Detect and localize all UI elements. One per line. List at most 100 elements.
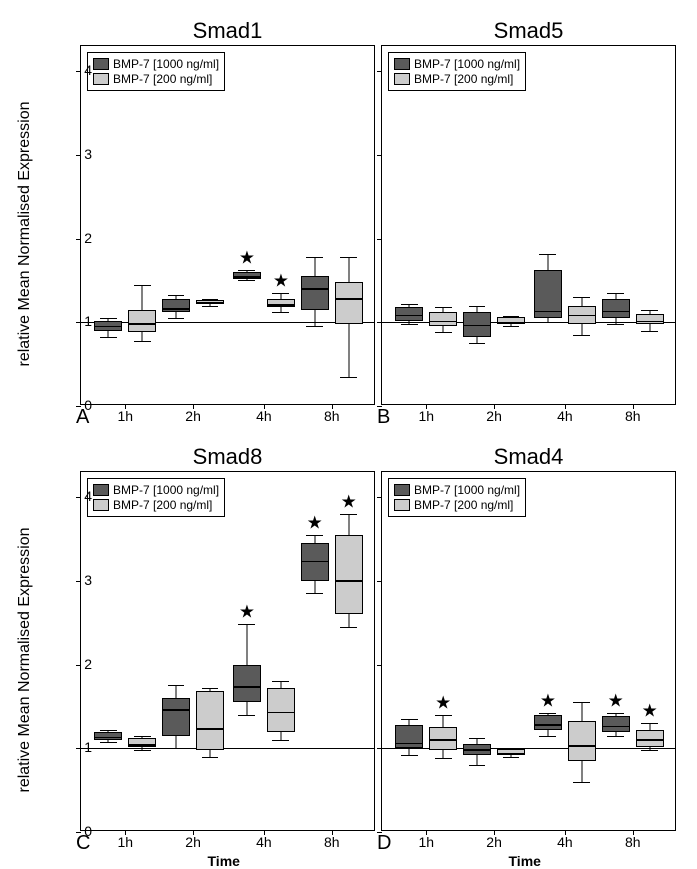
- median-line: [163, 308, 189, 310]
- x-tick-label: 1h: [418, 834, 434, 850]
- boxplot-box: [395, 472, 423, 832]
- whisker-lower: [142, 332, 143, 340]
- median-line: [498, 322, 524, 324]
- whisker-cap: [435, 332, 452, 333]
- y-tick-label: 0: [72, 823, 92, 839]
- whisker-cap: [641, 750, 658, 751]
- box-rect: [568, 306, 596, 324]
- panel-title: Smad1: [81, 18, 374, 44]
- whisker-upper: [246, 624, 247, 664]
- box-rect: [233, 272, 261, 279]
- whisker-cap: [340, 514, 357, 515]
- boxplot-box: [233, 46, 261, 406]
- whisker-cap: [539, 322, 556, 323]
- whisker-cap: [168, 318, 185, 319]
- whisker-cap: [134, 341, 151, 342]
- median-line: [535, 311, 561, 313]
- panel-title: Smad5: [382, 18, 675, 44]
- y-tick-label: 4: [72, 488, 92, 504]
- boxplot-box: [128, 472, 156, 832]
- median-line: [464, 325, 490, 327]
- median-line: [336, 298, 362, 300]
- panel-D: Smad4D1h2h4h8hBMP-7 [1000 ng/ml]BMP-7 [2…: [381, 471, 676, 831]
- panel-B: Smad5B1h2h4h8hBMP-7 [1000 ng/ml]BMP-7 [2…: [381, 45, 676, 405]
- whisker-cap: [469, 306, 486, 307]
- boxplot-box: [395, 46, 423, 406]
- boxplot-box: [636, 46, 664, 406]
- x-tick-label: 4h: [256, 834, 272, 850]
- whisker-cap: [573, 782, 590, 783]
- x-tick-label: 2h: [486, 834, 502, 850]
- whisker-cap: [306, 257, 323, 258]
- whisker-cap: [469, 738, 486, 739]
- whisker-upper: [348, 514, 349, 535]
- whisker-cap: [134, 736, 151, 737]
- boxplot-box: [568, 46, 596, 406]
- box-rect: [497, 749, 525, 755]
- significance-star-icon: ★: [642, 701, 658, 722]
- significance-star-icon: ★: [307, 512, 323, 533]
- whisker-cap: [306, 593, 323, 594]
- box-rect: [395, 725, 423, 748]
- median-line: [637, 321, 663, 323]
- boxplot-box: [162, 472, 190, 832]
- whisker-lower: [477, 755, 478, 765]
- whisker-cap: [573, 702, 590, 703]
- whisker-cap: [469, 343, 486, 344]
- boxplot-box: [497, 46, 525, 406]
- box-rect: [463, 744, 491, 755]
- reference-line: [382, 748, 675, 749]
- median-line: [637, 739, 663, 741]
- significance-star-icon: ★: [239, 602, 255, 623]
- whisker-upper: [649, 723, 650, 730]
- whisker-cap: [272, 740, 289, 741]
- whisker-upper: [348, 257, 349, 282]
- box-rect: [196, 300, 224, 304]
- panel-A: Smad1A1h2h4h8hBMP-7 [1000 ng/ml]BMP-7 [2…: [80, 45, 375, 405]
- boxplot-box: [463, 472, 491, 832]
- box-rect: [602, 299, 630, 318]
- box-rect: [429, 727, 457, 750]
- y-tick-label: 2: [72, 230, 92, 246]
- median-line: [336, 580, 362, 582]
- median-line: [163, 709, 189, 711]
- whisker-lower: [581, 324, 582, 335]
- whisker-cap: [607, 713, 624, 714]
- x-tick-label: 8h: [625, 834, 641, 850]
- box-rect: [128, 310, 156, 333]
- whisker-cap: [100, 337, 117, 338]
- significance-star-icon: ★: [341, 491, 357, 512]
- median-line: [569, 745, 595, 747]
- whisker-cap: [238, 624, 255, 625]
- median-line: [603, 311, 629, 313]
- panel-letter: D: [377, 832, 391, 855]
- boxplot-box: [301, 46, 329, 406]
- whisker-cap: [401, 324, 418, 325]
- y-tick-label: 3: [72, 146, 92, 162]
- x-tick-label: 2h: [185, 408, 201, 424]
- whisker-cap: [503, 326, 520, 327]
- box-rect: [568, 721, 596, 760]
- y-tick: [377, 155, 382, 156]
- box-rect: [335, 535, 363, 615]
- y-tick: [377, 71, 382, 72]
- significance-star-icon: ★: [435, 692, 451, 713]
- whisker-lower: [581, 761, 582, 782]
- y-tick: [377, 239, 382, 240]
- whisker-cap: [272, 681, 289, 682]
- box-rect: [128, 738, 156, 746]
- box-rect: [534, 715, 562, 730]
- box-rect: [196, 691, 224, 750]
- whisker-cap: [607, 324, 624, 325]
- y-tick: [377, 581, 382, 582]
- median-line: [430, 739, 456, 741]
- boxplot-box: [534, 46, 562, 406]
- median-line: [129, 744, 155, 746]
- whisker-lower: [348, 614, 349, 627]
- whisker-cap: [168, 685, 185, 686]
- y-tick: [377, 665, 382, 666]
- boxplot-box: [602, 46, 630, 406]
- whisker-cap: [238, 280, 255, 281]
- x-tick-label: 8h: [625, 408, 641, 424]
- reference-line: [81, 322, 374, 323]
